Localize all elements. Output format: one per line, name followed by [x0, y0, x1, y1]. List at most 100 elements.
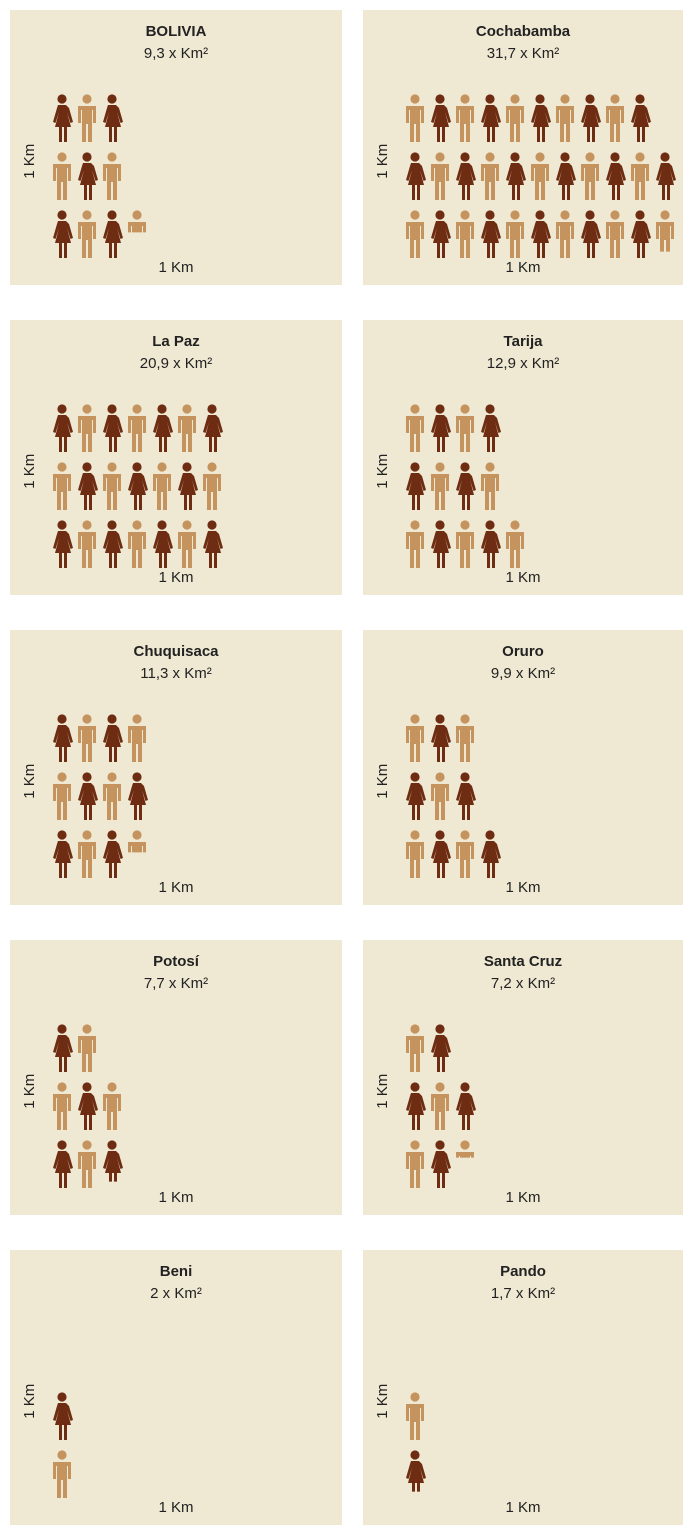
value-label: 11,3 x Km² — [140, 665, 211, 682]
panel-title: Tarija — [504, 333, 544, 350]
man-figure — [153, 462, 171, 510]
man-figure — [78, 830, 96, 878]
x-axis-label: 1 Km — [505, 879, 540, 896]
man-figure — [456, 714, 474, 762]
man-figure — [78, 1024, 96, 1072]
value-label: 9,9 x Km² — [491, 665, 555, 682]
x-axis-label: 1 Km — [158, 1189, 193, 1206]
man-figure — [53, 1450, 71, 1498]
man-figure — [53, 152, 71, 200]
woman-figure — [103, 830, 123, 878]
man-figure — [456, 94, 474, 142]
y-axis-label: 1 Km — [21, 1384, 38, 1419]
woman-figure — [203, 520, 223, 568]
woman-figure — [53, 1140, 73, 1188]
woman-figure — [556, 152, 576, 200]
panel-title: Cochabamba — [476, 23, 571, 40]
x-axis-label: 1 Km — [158, 1499, 193, 1516]
y-axis-label: 1 Km — [374, 764, 391, 799]
woman-figure — [631, 210, 651, 258]
man-figure — [78, 714, 96, 762]
man-figure — [128, 404, 146, 452]
man-figure — [203, 462, 221, 510]
woman-figure — [128, 462, 148, 510]
woman-figure — [103, 404, 123, 452]
man-figure — [456, 210, 474, 258]
man-figure — [431, 1082, 449, 1130]
woman-figure — [631, 94, 651, 142]
man-figure — [78, 520, 96, 568]
woman-figure — [406, 772, 426, 820]
woman-figure — [203, 404, 223, 452]
woman-figure — [481, 830, 501, 878]
man-figure — [406, 1140, 424, 1188]
panel-title: Chuquisaca — [133, 643, 219, 660]
woman-figure — [53, 1024, 73, 1072]
man-figure — [406, 404, 424, 452]
man-figure — [556, 94, 574, 142]
woman-figure — [153, 520, 173, 568]
man-figure — [456, 404, 474, 452]
man-figure — [506, 210, 524, 258]
man-figure — [53, 772, 71, 820]
woman-figure — [531, 210, 551, 258]
value-label: 12,9 x Km² — [487, 355, 560, 372]
woman-figure — [406, 1082, 426, 1130]
woman-figure — [78, 152, 98, 200]
woman-figure — [103, 94, 123, 142]
woman-figure — [53, 210, 73, 258]
y-axis-label: 1 Km — [374, 454, 391, 489]
panel-title: Santa Cruz — [484, 953, 562, 970]
y-axis-label: 1 Km — [21, 144, 38, 179]
x-axis-label: 1 Km — [505, 569, 540, 586]
woman-figure — [481, 404, 501, 452]
man-figure — [431, 772, 449, 820]
woman-figure — [53, 404, 73, 452]
man-figure — [103, 772, 121, 820]
woman-figure — [431, 714, 451, 762]
woman-figure — [431, 210, 451, 258]
man-figure — [53, 462, 71, 510]
woman-figure — [53, 94, 73, 142]
woman-figure — [103, 1140, 123, 1182]
woman-figure — [456, 772, 476, 820]
man-figure — [406, 94, 424, 142]
man-figure — [406, 714, 424, 762]
woman-figure — [78, 772, 98, 820]
woman-figure — [431, 1024, 451, 1072]
panel-title: Beni — [160, 1263, 193, 1280]
man-figure — [78, 210, 96, 258]
y-axis-label: 1 Km — [21, 764, 38, 799]
woman-figure — [103, 714, 123, 762]
man-figure — [506, 94, 524, 142]
man-figure — [481, 152, 499, 200]
x-axis-label: 1 Km — [505, 1189, 540, 1206]
man-figure — [103, 152, 121, 200]
woman-figure — [431, 1140, 451, 1188]
woman-figure — [456, 1082, 476, 1130]
panel-title: Potosí — [153, 953, 200, 970]
woman-figure — [581, 94, 601, 142]
woman-figure — [431, 520, 451, 568]
panel-title: La Paz — [152, 333, 200, 350]
value-label: 7,2 x Km² — [491, 975, 555, 992]
woman-figure — [481, 94, 501, 142]
value-label: 2 x Km² — [150, 1285, 202, 1302]
man-figure — [481, 462, 499, 510]
man-figure — [531, 152, 549, 200]
x-axis-label: 1 Km — [158, 879, 193, 896]
man-figure — [581, 152, 599, 200]
man-figure — [103, 1082, 121, 1130]
man-figure — [656, 210, 674, 252]
x-axis-label: 1 Km — [158, 569, 193, 586]
man-figure — [78, 1140, 96, 1188]
value-label: 9,3 x Km² — [144, 45, 208, 62]
man-figure — [606, 94, 624, 142]
woman-figure — [53, 1392, 73, 1440]
x-axis-label: 1 Km — [505, 259, 540, 276]
man-figure — [506, 520, 524, 568]
panel-title: BOLIVIA — [146, 23, 207, 40]
value-label: 7,7 x Km² — [144, 975, 208, 992]
